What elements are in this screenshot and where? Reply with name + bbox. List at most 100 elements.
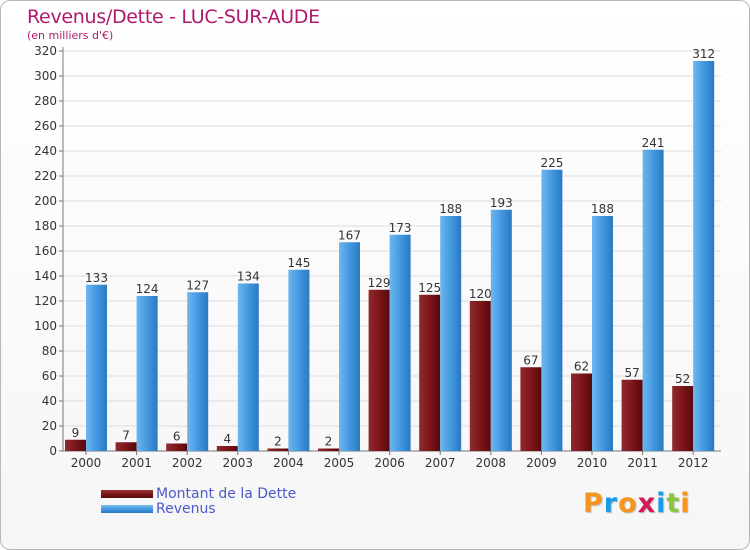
chart-legend: Montant de la Dette Revenus [101,487,296,517]
logo-letter: r [603,488,619,519]
data-label-revenus: 312 [692,47,715,61]
y-tick-label: 200 [34,194,57,208]
bar-revenus [136,296,158,451]
bar-dette [216,446,238,451]
y-tick-label: 80 [42,344,57,358]
x-tick-label: 2002 [172,456,203,470]
data-label-revenus: 167 [338,228,361,242]
data-label-dette: 52 [675,372,690,386]
data-label-revenus: 241 [642,136,665,150]
bar-revenus [592,216,613,451]
logo-letter: x [637,488,657,519]
data-label-revenus: 188 [591,202,614,216]
legend-label-dette: Montant de la Dette [156,486,297,502]
data-label-dette: 4 [223,432,231,446]
data-label-dette: 125 [418,281,441,295]
data-label-revenus: 133 [85,271,108,285]
bar-dette [469,301,491,451]
bar-revenus [187,292,209,451]
y-tick-label: 60 [42,369,57,383]
x-tick-label: 2010 [577,456,608,470]
bar-revenus [440,216,462,451]
y-tick-label: 320 [34,44,57,58]
bar-revenus [693,61,715,451]
bar-revenus [541,169,563,451]
logo-letter: o [618,488,638,519]
data-label-revenus: 193 [490,196,513,210]
y-tick-label: 300 [34,69,57,83]
y-tick-label: 160 [34,244,57,258]
y-tick-label: 100 [34,319,57,333]
data-label-revenus: 173 [389,221,412,235]
x-tick-label: 2011 [627,456,658,470]
data-label-dette: 2 [325,435,333,449]
data-label-revenus: 145 [287,256,310,270]
bar-dette [520,367,542,451]
bar-revenus [339,242,360,451]
y-tick-label: 180 [34,219,57,233]
x-tick-label: 2003 [223,456,254,470]
data-label-dette: 7 [122,428,130,442]
x-tick-label: 2004 [273,456,304,470]
y-tick-label: 280 [34,94,57,108]
data-label-dette: 62 [574,360,589,374]
x-tick-label: 2000 [71,456,102,470]
bar-dette [672,386,694,451]
legend-item-dette: Montant de la Dette [101,487,296,501]
bar-dette [419,294,441,451]
data-label-dette: 6 [173,430,181,444]
x-tick-label: 2005 [324,456,355,470]
bar-dette [115,442,137,451]
y-tick-label: 120 [34,294,57,308]
data-label-dette: 67 [523,353,538,367]
data-label-dette: 129 [368,276,391,290]
bar-revenus [389,234,411,451]
legend-swatch-revenus [101,505,153,513]
bar-dette [318,448,339,451]
data-label-revenus: 127 [186,278,209,292]
logo-letter: i [680,488,691,519]
y-tick-label: 20 [42,419,57,433]
legend-swatch-dette [101,490,153,498]
y-tick-label: 0 [49,444,57,458]
data-label-dette: 120 [469,287,492,301]
data-label-dette: 2 [274,435,282,449]
x-tick-label: 2008 [476,456,507,470]
data-label-revenus: 188 [439,202,462,216]
bar-revenus [86,284,107,451]
bar-revenus [490,209,512,451]
legend-item-revenus: Revenus [101,502,296,516]
bar-revenus [642,149,664,451]
bar-revenus [288,269,310,451]
bar-dette [571,373,592,451]
proxiti-logo: Proxiti [583,488,691,519]
data-label-dette: 57 [624,366,639,380]
y-tick-label: 260 [34,119,57,133]
logo-letter: P [583,488,604,519]
x-tick-label: 2009 [526,456,557,470]
legend-label-revenus: Revenus [156,501,216,517]
bar-dette [368,289,390,451]
y-tick-label: 40 [42,394,57,408]
x-tick-label: 2007 [425,456,456,470]
data-label-dette: 9 [72,426,80,440]
chart-title: Revenus/Dette - LUC-SUR-AUDE [27,6,320,28]
x-tick-label: 2006 [374,456,405,470]
bar-dette [621,379,643,451]
data-label-revenus: 225 [540,156,563,170]
chart-subtitle: (en milliers d'€) [27,29,114,42]
y-tick-label: 140 [34,269,57,283]
x-tick-label: 2012 [678,456,709,470]
data-label-revenus: 124 [136,282,159,296]
data-label-revenus: 134 [237,270,260,284]
bar-dette [267,448,289,451]
y-tick-label: 220 [34,169,57,183]
x-tick-label: 2001 [121,456,152,470]
bar-dette [166,443,188,451]
y-tick-label: 240 [34,144,57,158]
logo-letter: t [666,488,681,519]
bar-revenus [237,283,259,451]
logo-letter: i [656,488,667,519]
